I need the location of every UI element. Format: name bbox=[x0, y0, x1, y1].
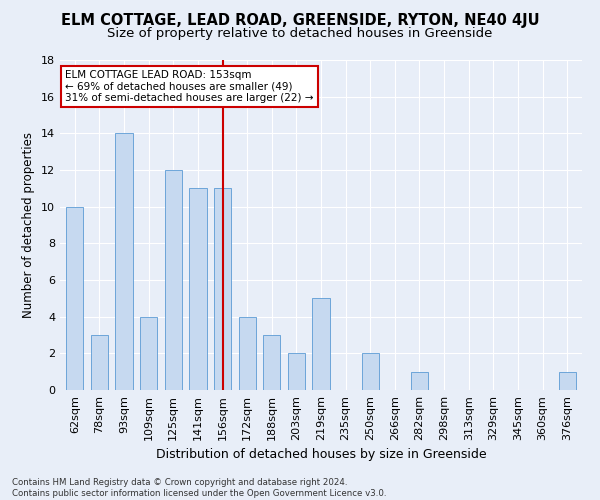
Bar bbox=[91, 335, 108, 390]
Bar bbox=[66, 206, 83, 390]
Bar bbox=[115, 134, 133, 390]
Bar bbox=[288, 354, 305, 390]
Y-axis label: Number of detached properties: Number of detached properties bbox=[22, 132, 35, 318]
Bar bbox=[411, 372, 428, 390]
Bar bbox=[140, 316, 157, 390]
X-axis label: Distribution of detached houses by size in Greenside: Distribution of detached houses by size … bbox=[155, 448, 487, 462]
Bar bbox=[559, 372, 576, 390]
Bar bbox=[164, 170, 182, 390]
Text: ELM COTTAGE LEAD ROAD: 153sqm
← 69% of detached houses are smaller (49)
31% of s: ELM COTTAGE LEAD ROAD: 153sqm ← 69% of d… bbox=[65, 70, 314, 103]
Bar bbox=[239, 316, 256, 390]
Bar bbox=[263, 335, 280, 390]
Text: Contains HM Land Registry data © Crown copyright and database right 2024.
Contai: Contains HM Land Registry data © Crown c… bbox=[12, 478, 386, 498]
Bar bbox=[362, 354, 379, 390]
Bar bbox=[189, 188, 206, 390]
Text: Size of property relative to detached houses in Greenside: Size of property relative to detached ho… bbox=[107, 28, 493, 40]
Bar bbox=[214, 188, 231, 390]
Text: ELM COTTAGE, LEAD ROAD, GREENSIDE, RYTON, NE40 4JU: ELM COTTAGE, LEAD ROAD, GREENSIDE, RYTON… bbox=[61, 12, 539, 28]
Bar bbox=[313, 298, 329, 390]
